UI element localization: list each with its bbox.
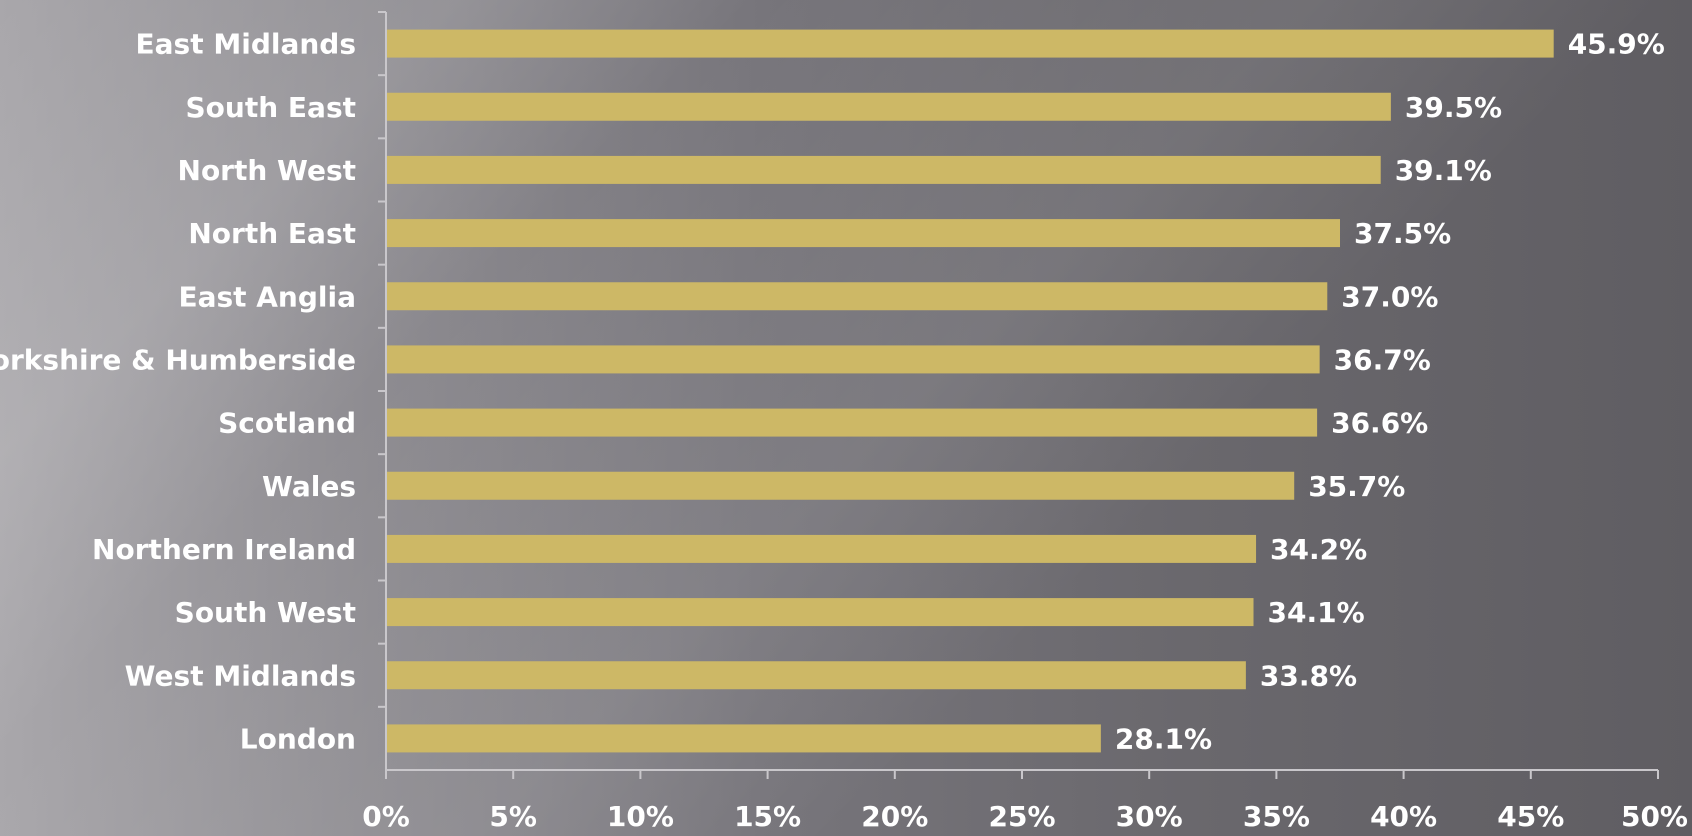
x-tick-label-3: 15%	[734, 800, 801, 833]
category-label-9: South West	[175, 596, 356, 629]
axes-group	[378, 11, 1659, 779]
bar-4	[387, 282, 1328, 311]
category-label-3: North East	[188, 217, 356, 250]
value-label-10: 33.8%	[1260, 659, 1357, 692]
x-tick-label-5: 25%	[988, 800, 1055, 833]
category-label-11: London	[240, 722, 356, 755]
bar-5	[387, 345, 1320, 374]
value-label-5: 36.7%	[1334, 343, 1431, 376]
tick-labels-group: 0% 5% 10% 15% 20% 25% 30% 35% 40% 45% 50%	[362, 800, 1688, 833]
value-label-0: 45.9%	[1568, 28, 1665, 61]
bar-0	[387, 29, 1554, 58]
bar-7	[387, 471, 1295, 500]
value-label-1: 39.5%	[1405, 91, 1502, 124]
x-tick-label-2: 10%	[607, 800, 674, 833]
value-label-4: 37.0%	[1341, 280, 1438, 313]
bar-10	[387, 661, 1246, 690]
value-label-7: 35.7%	[1308, 470, 1405, 503]
bar-11	[387, 724, 1101, 753]
bars-group	[387, 29, 1554, 753]
category-label-1: South East	[186, 91, 356, 124]
category-label-8: Northern Ireland	[92, 533, 356, 566]
category-label-4: East Anglia	[178, 280, 356, 313]
x-tick-label-10: 50%	[1621, 800, 1688, 833]
category-label-6: Scotland	[218, 407, 356, 440]
x-tick-label-4: 20%	[861, 800, 928, 833]
value-label-11: 28.1%	[1115, 722, 1212, 755]
value-label-9: 34.1%	[1268, 596, 1365, 629]
x-tick-label-0: 0%	[362, 800, 410, 833]
x-tick-label-9: 45%	[1497, 800, 1564, 833]
category-label-7: Wales	[262, 470, 356, 503]
x-tick-label-8: 40%	[1370, 800, 1437, 833]
category-label-10: West Midlands	[125, 659, 356, 692]
bar-1	[387, 92, 1391, 121]
bar-6	[387, 408, 1318, 437]
category-label-0: East Midlands	[136, 28, 356, 61]
x-tick-label-6: 30%	[1116, 800, 1183, 833]
bar-8	[387, 534, 1257, 563]
value-label-2: 39.1%	[1395, 154, 1492, 187]
x-tick-label-7: 35%	[1243, 800, 1310, 833]
x-tick-label-1: 5%	[489, 800, 537, 833]
category-label-2: North West	[178, 154, 356, 187]
bar-2	[387, 155, 1381, 184]
category-label-5: Yorkshire & Humberside	[0, 343, 356, 376]
value-label-3: 37.5%	[1354, 217, 1451, 250]
value-label-8: 34.2%	[1270, 533, 1367, 566]
bar-9	[387, 598, 1254, 627]
value-labels-group: 45.9% 39.5% 39.1% 37.5% 37.0% 36.7% 36.6% 35.7%…	[1115, 28, 1665, 756]
bar-3	[387, 219, 1340, 248]
category-labels-group: East Midlands South East North West North E…	[0, 28, 356, 756]
value-label-6: 36.6%	[1331, 407, 1428, 440]
